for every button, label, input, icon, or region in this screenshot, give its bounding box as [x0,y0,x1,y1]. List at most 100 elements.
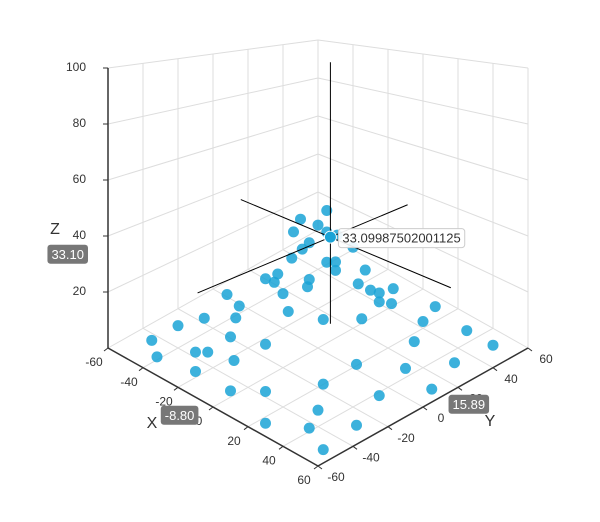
grid-line [317,115,529,181]
z-tick-label: 80 [73,116,87,130]
x-tick-label: -20 [155,395,173,409]
overlay: 33.10 -8.80 15.89 33.09987502001125 [47,62,490,425]
point [356,313,368,325]
tick-mark [173,386,179,391]
point [146,334,158,346]
point [260,338,271,350]
point [303,422,315,434]
ptr-text: -8.80 [165,408,195,423]
z-tick-label: 20 [73,284,87,298]
grid-line [107,191,319,293]
z-axis-label: Z [50,221,60,238]
point [351,419,362,431]
point [228,354,240,366]
point [330,264,341,276]
y-tick-label: 40 [504,372,518,386]
point [321,204,333,216]
point [260,417,271,429]
point [312,404,324,416]
point [417,316,429,328]
tick-mark [527,347,533,352]
grid-line [317,77,529,125]
point [487,339,499,351]
point [198,312,210,324]
tick-mark [138,367,144,372]
point [359,264,371,276]
z-tick-label: 60 [73,172,87,186]
point [151,351,163,363]
z-tick-label: 40 [73,228,87,242]
point [352,278,364,290]
point [277,288,289,300]
point [225,331,236,343]
grid-line [317,39,529,69]
x-tick-label: 0 [196,414,203,428]
grid-line [212,288,424,408]
ptr-text: 33.10 [51,247,84,262]
point [461,325,473,337]
x-tick-label: -60 [85,355,103,369]
y-tick-label: 60 [539,352,553,366]
y-axis-label: Y [485,413,496,430]
point [260,385,271,397]
pointer-line [197,204,408,294]
x-tick-label: 20 [227,434,241,448]
tick-mark [243,426,249,431]
point [317,444,329,456]
tick-mark [352,445,358,450]
tick-mark [457,386,463,391]
tick-mark [317,465,323,470]
tick-mark [387,426,393,431]
grid-line [107,77,319,125]
point [272,268,284,280]
tick-mark [103,347,109,352]
point [233,300,245,312]
ptr-text-bg [448,394,490,414]
point [286,252,298,264]
ptr-text-bg [47,244,88,264]
point [321,256,333,268]
point [317,378,329,390]
y-tick-label: -60 [327,470,345,484]
grid-line [142,327,354,447]
point [330,256,341,268]
y-tick-label: 0 [438,411,445,425]
point [312,219,324,231]
x-tick-label: 40 [262,454,276,468]
point [295,213,306,225]
grid-line [177,308,389,428]
x-tick-label: -40 [120,375,138,389]
point [302,281,313,293]
point [365,284,376,296]
tick-mark [313,465,319,470]
point [373,296,385,308]
point [400,362,411,374]
point [202,346,214,358]
point [387,283,399,295]
y-tick-label: -40 [362,451,380,465]
point [449,357,460,369]
point [351,358,362,370]
point [230,312,242,324]
point [221,288,233,300]
point [373,390,385,402]
x-tick-label: 60 [297,473,311,487]
point [408,336,420,348]
point [190,365,201,377]
point [260,273,271,285]
point [268,276,280,288]
grid-line [107,115,319,181]
point [373,287,385,299]
tick-mark [208,406,214,411]
ptr-text-bg [160,405,199,425]
grid-line [317,153,529,237]
tip-text: 33.09987502001125 [342,231,460,246]
point [288,226,299,238]
grid-line [107,153,319,237]
point [317,314,329,325]
tick-mark [422,406,428,411]
point [282,305,294,317]
point [225,385,236,397]
point [429,301,441,313]
